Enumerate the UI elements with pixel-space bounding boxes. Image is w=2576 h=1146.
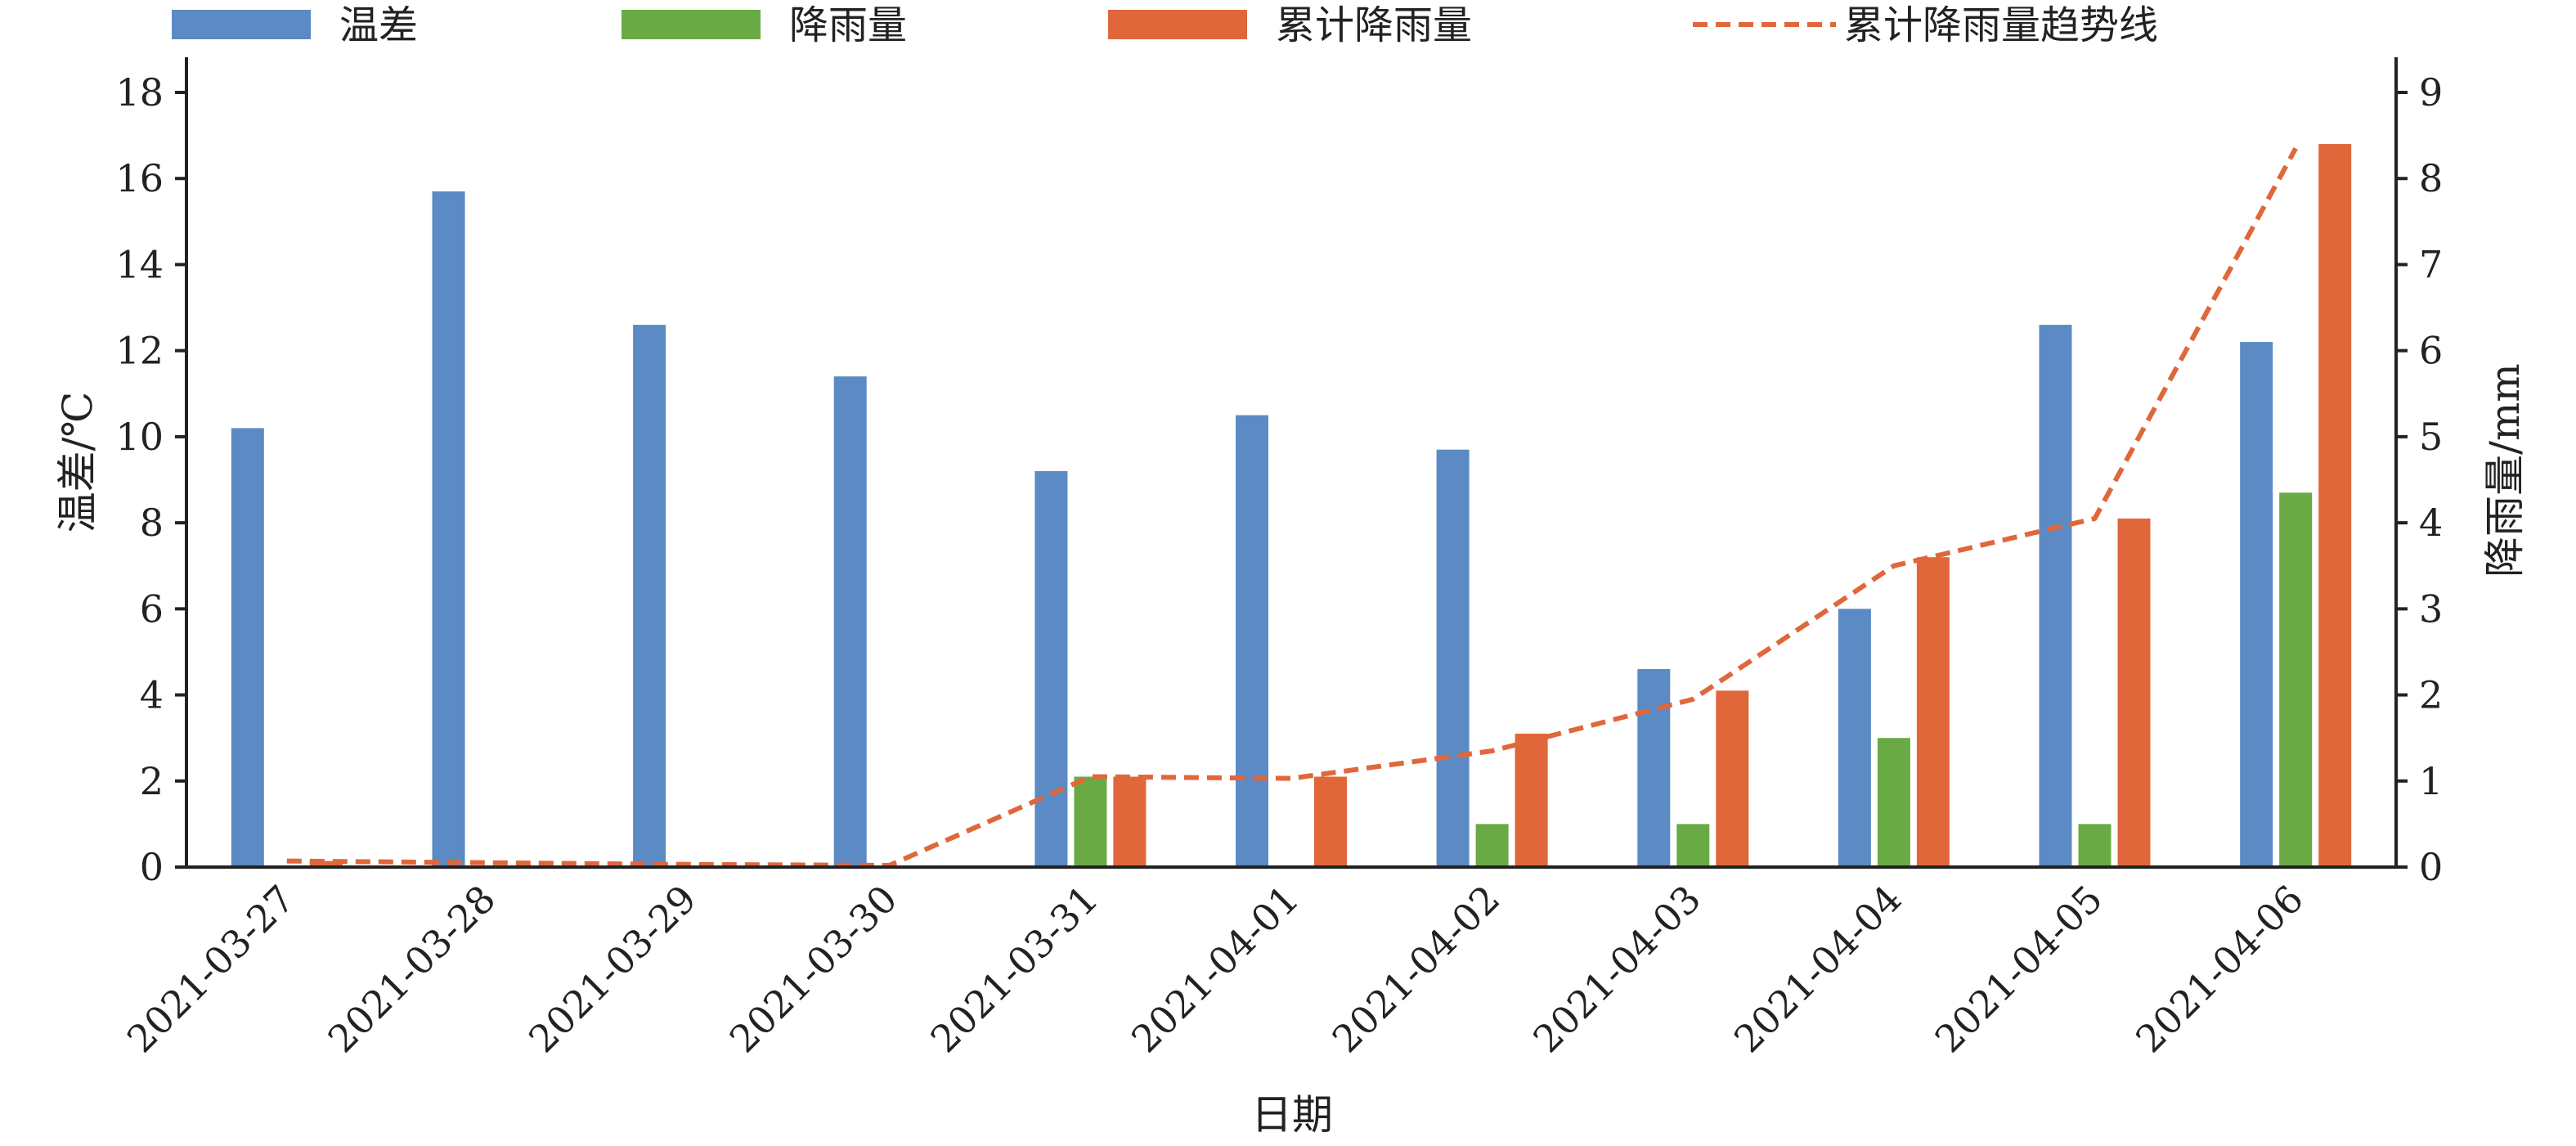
legend-label-temp-diff: 温差 xyxy=(339,2,418,48)
y-left-tick-label: 8 xyxy=(140,501,164,545)
bar-temp-diff xyxy=(2039,325,2072,868)
x-tick-label: 2021-03-31 xyxy=(922,877,1106,1062)
x-tick-label: 2021-03-27 xyxy=(119,877,303,1062)
legend-swatch-temp-diff xyxy=(172,10,311,39)
y-left-tick-label: 6 xyxy=(140,586,164,631)
x-tick-label: 2021-04-01 xyxy=(1123,877,1308,1062)
bar-cumulative-rainfall xyxy=(2117,518,2151,867)
trend-line xyxy=(286,146,2298,868)
y-right-tick-label: 4 xyxy=(2419,501,2443,545)
x-tick-label: 2021-04-06 xyxy=(2127,877,2312,1062)
x-tick-label: 2021-04-02 xyxy=(1324,877,1509,1062)
x-tick-label: 2021-04-05 xyxy=(1927,877,2112,1062)
bar-temp-diff xyxy=(633,325,666,868)
bar-temp-diff xyxy=(1637,669,1671,867)
y-right-tick-label: 1 xyxy=(2419,759,2443,803)
legend-swatch-rainfall xyxy=(622,10,761,39)
bar-cumulative-rainfall xyxy=(309,861,343,867)
y-right-tick-label: 9 xyxy=(2419,70,2443,115)
y-right-tick-label: 5 xyxy=(2419,415,2443,459)
bar-rainfall xyxy=(2279,492,2313,867)
bar-cumulative-rainfall xyxy=(1515,733,1548,867)
bar-cumulative-rainfall xyxy=(2318,144,2352,868)
bar-temp-diff xyxy=(432,191,465,867)
legend-swatch-cumulative xyxy=(1108,10,1247,39)
bar-cumulative-rainfall xyxy=(1716,690,1749,867)
y-axis-left-title: 温差/℃ xyxy=(54,392,101,533)
bar-temp-diff xyxy=(833,376,867,867)
x-tick-label: 2021-04-03 xyxy=(1524,877,1709,1062)
legend-label-rainfall: 降雨量 xyxy=(789,2,907,48)
y-right-tick-label: 8 xyxy=(2419,156,2443,200)
bar-cumulative-rainfall xyxy=(1113,776,1147,867)
y-left-tick-label: 0 xyxy=(140,845,164,889)
bar-rainfall xyxy=(1877,738,1910,867)
y-left-tick-label: 12 xyxy=(115,329,164,373)
y-right-tick-label: 7 xyxy=(2419,242,2443,286)
y-right-tick-label: 6 xyxy=(2419,329,2443,373)
bar-temp-diff xyxy=(1436,449,1470,867)
bar-rainfall xyxy=(2078,824,2112,867)
legend: 温差 降雨量 累计降雨量 累计降雨量趋势线 xyxy=(172,2,2158,48)
y-left-tick-label: 10 xyxy=(115,415,164,459)
bar-temp-diff xyxy=(1838,609,1871,867)
bar-temp-diff xyxy=(1034,471,1068,867)
x-axis-title: 日期 xyxy=(1251,1091,1333,1139)
bar-temp-diff xyxy=(231,428,264,867)
bar-rainfall xyxy=(1475,824,1509,867)
y-left-tick-label: 2 xyxy=(140,759,164,803)
y-left-tick-label: 14 xyxy=(115,242,164,286)
bar-temp-diff xyxy=(1236,415,1268,868)
bar-rainfall xyxy=(1074,776,1107,867)
x-tick-label: 2021-04-04 xyxy=(1726,877,1910,1062)
legend-label-trend: 累计降雨量趋势线 xyxy=(1844,2,2158,48)
y-right-tick-label: 0 xyxy=(2419,845,2443,889)
y-right-tick-label: 3 xyxy=(2419,586,2443,631)
x-tick-label: 2021-03-30 xyxy=(721,877,906,1062)
x-tick-label: 2021-03-29 xyxy=(520,877,705,1062)
y-left-tick-label: 4 xyxy=(140,673,164,717)
bar-rainfall xyxy=(1676,824,1710,867)
bar-temp-diff xyxy=(2240,342,2273,868)
x-tick-label: 2021-03-28 xyxy=(320,877,505,1062)
y-right-tick-label: 2 xyxy=(2419,673,2443,717)
bar-cumulative-rainfall xyxy=(1314,776,1347,867)
y-left-tick-label: 18 xyxy=(115,70,164,115)
y-left-tick-label: 16 xyxy=(115,156,164,200)
legend-label-cumulative: 累计降雨量 xyxy=(1276,2,1472,48)
y-axis-right-title: 降雨量/mm xyxy=(2481,363,2529,577)
bar-cumulative-rainfall xyxy=(1916,557,1950,867)
